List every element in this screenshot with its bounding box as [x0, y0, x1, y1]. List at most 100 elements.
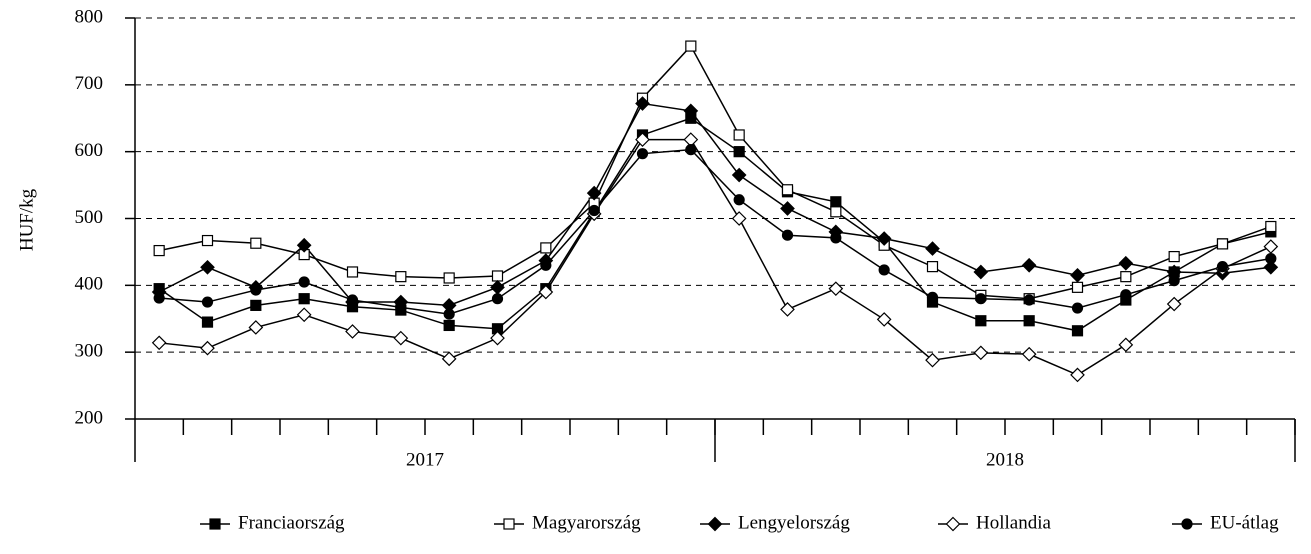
marker [298, 276, 310, 288]
marker [830, 206, 842, 218]
marker [1166, 296, 1182, 312]
marker [153, 292, 165, 304]
marker [781, 184, 794, 196]
marker [635, 132, 650, 147]
marker [1070, 367, 1085, 383]
marker [975, 315, 987, 327]
legend-item: Magyarország [494, 512, 641, 533]
marker [973, 264, 989, 280]
marker [201, 316, 214, 328]
marker [1265, 253, 1277, 265]
marker [926, 261, 939, 273]
legend-label: Magyarország [532, 512, 641, 533]
marker [1216, 238, 1229, 250]
marker [588, 204, 600, 217]
marker [1263, 259, 1279, 275]
legend-item: Franciaország [200, 512, 345, 533]
marker [781, 229, 794, 241]
marker [250, 237, 262, 249]
marker [1023, 294, 1035, 306]
marker [200, 259, 215, 275]
marker [1168, 275, 1180, 287]
marker [925, 241, 940, 256]
marker [733, 146, 745, 158]
marker [443, 319, 455, 332]
y-tick-label: 200 [75, 407, 104, 428]
marker [975, 293, 987, 305]
marker [298, 293, 310, 305]
marker [1120, 289, 1132, 301]
marker [586, 185, 602, 201]
marker [250, 299, 262, 311]
marker [830, 196, 842, 208]
marker [1071, 325, 1084, 337]
marker [395, 301, 407, 313]
marker [200, 340, 215, 356]
marker [926, 291, 939, 303]
marker [945, 516, 961, 532]
legend-item: Lengyelország [700, 512, 850, 533]
marker [201, 234, 214, 247]
marker [878, 264, 890, 276]
marker [780, 302, 795, 317]
y-tick-label: 300 [75, 341, 104, 362]
marker [828, 281, 844, 297]
marker [443, 272, 455, 284]
marker [345, 324, 360, 339]
marker [395, 271, 407, 283]
marker [153, 244, 165, 257]
marker [685, 144, 697, 156]
marker [1265, 220, 1277, 233]
marker [733, 194, 745, 206]
series-line [159, 148, 1271, 315]
marker [490, 330, 505, 346]
marker [1071, 281, 1084, 293]
marker [973, 345, 989, 361]
y-tick-label: 600 [75, 140, 104, 161]
y-tick-label: 700 [75, 73, 104, 94]
legend-item: Hollandia [938, 512, 1051, 533]
marker [1023, 315, 1035, 327]
series-line [159, 138, 1272, 376]
x-group-label: 2018 [986, 449, 1024, 470]
marker [1216, 261, 1229, 273]
marker [1071, 302, 1084, 314]
marker [490, 279, 505, 295]
marker [707, 516, 723, 532]
legend-item: EU-átlag [1172, 512, 1279, 533]
marker [733, 129, 745, 141]
marker [1263, 239, 1279, 254]
y-axis-label: HUF/kg [16, 188, 37, 251]
marker [731, 211, 747, 226]
marker [393, 330, 409, 346]
marker [1118, 255, 1134, 271]
marker [683, 103, 699, 119]
marker [296, 237, 312, 253]
marker [1021, 257, 1037, 273]
marker [1021, 346, 1037, 362]
marker [1070, 267, 1085, 283]
marker [1118, 337, 1134, 353]
marker [538, 284, 554, 300]
marker [491, 293, 504, 305]
marker [540, 259, 552, 271]
legend-label: EU-átlag [1210, 512, 1279, 533]
marker [830, 232, 842, 244]
marker [731, 167, 747, 183]
marker [925, 352, 940, 368]
marker [443, 308, 455, 320]
y-tick-label: 400 [75, 274, 104, 295]
marker [635, 96, 650, 111]
marker [250, 284, 262, 296]
marker [540, 242, 552, 254]
marker [503, 518, 515, 530]
y-tick-label: 500 [75, 207, 104, 228]
y-tick-label: 800 [75, 6, 104, 27]
series-line [158, 117, 1272, 332]
legend-label: Lengyelország [738, 512, 850, 533]
marker [491, 270, 504, 282]
marker [209, 518, 221, 530]
marker [346, 266, 359, 278]
marker [780, 201, 795, 216]
